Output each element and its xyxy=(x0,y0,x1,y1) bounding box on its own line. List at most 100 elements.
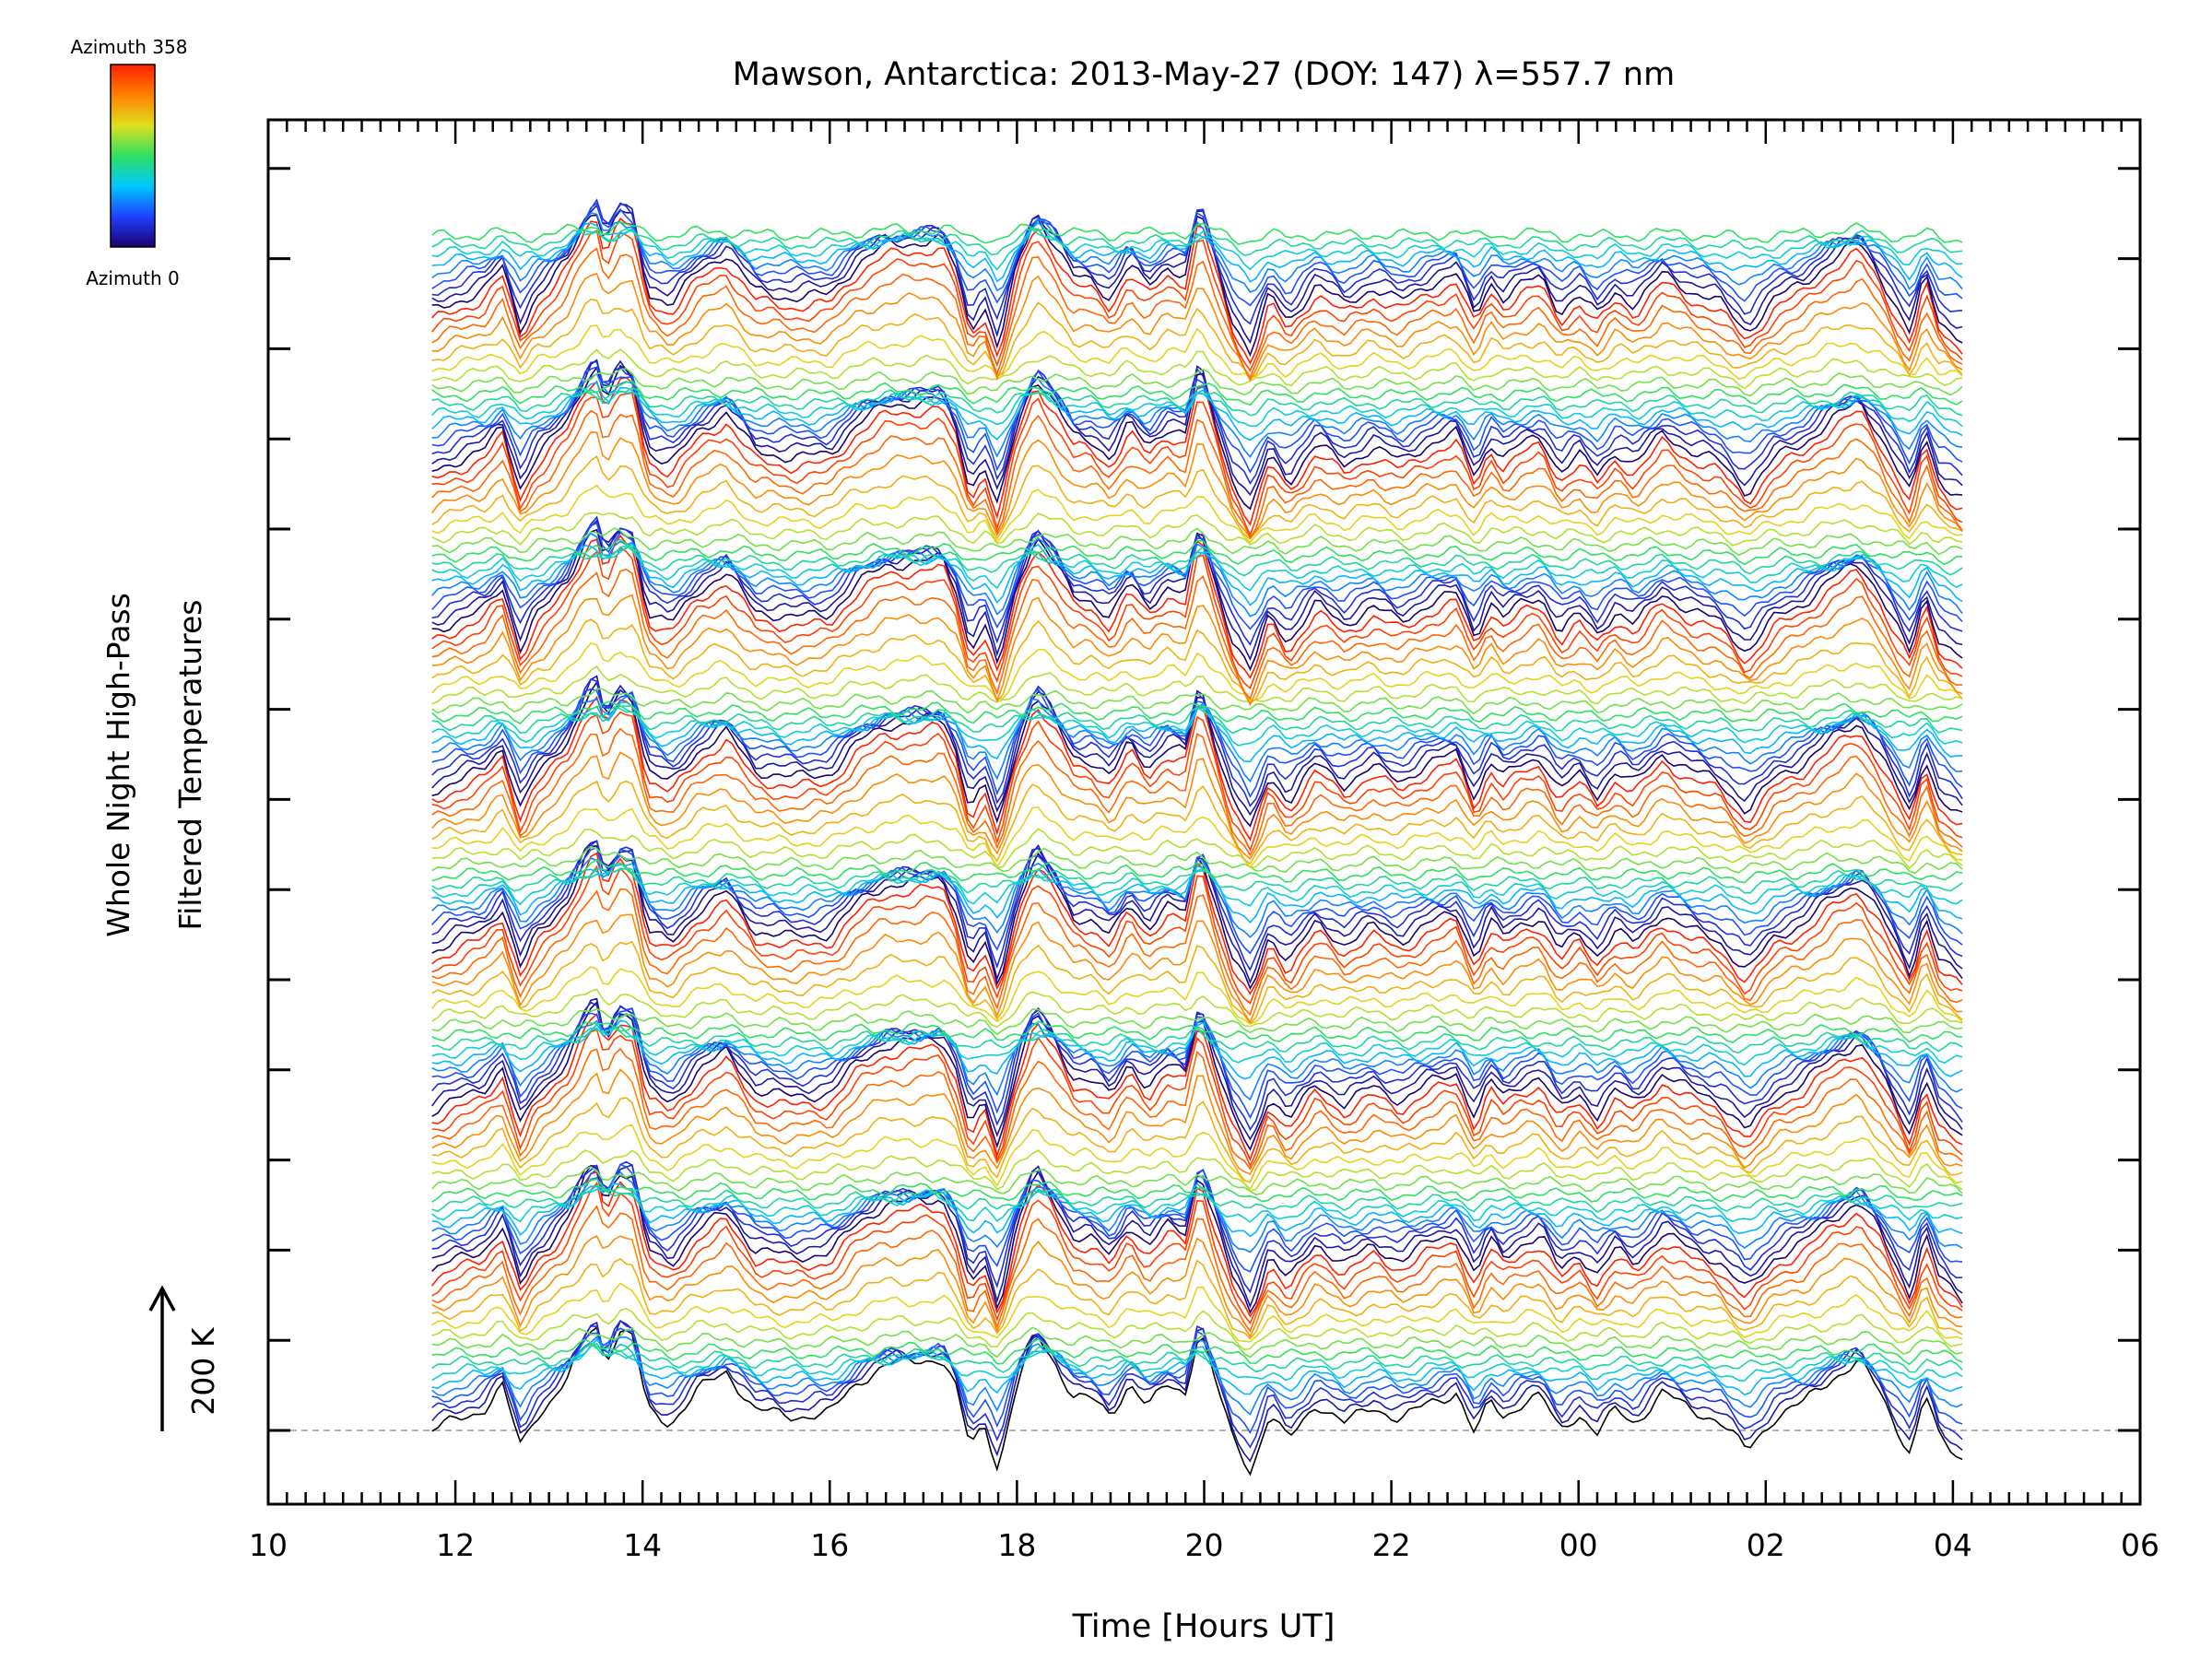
x-tick-label: 12 xyxy=(436,1527,475,1563)
series-line-22 xyxy=(431,1182,1963,1238)
series-line-32 xyxy=(431,1029,1963,1168)
series-line-80 xyxy=(431,618,1963,705)
series-line-31 xyxy=(431,1047,1963,1171)
series-line-100 xyxy=(431,392,1963,537)
series-line-38 xyxy=(431,1013,1963,1101)
series-line-94 xyxy=(431,527,1963,556)
colorbar-gradient xyxy=(110,64,156,248)
axis-ticks xyxy=(266,120,2142,1504)
series-line-99 xyxy=(431,409,1963,540)
x-tick-label: 10 xyxy=(249,1527,288,1563)
series-line-70 xyxy=(431,678,1963,807)
series-line-125 xyxy=(431,227,1963,271)
x-tick-label: 16 xyxy=(810,1527,849,1563)
series-line-87 xyxy=(431,515,1963,646)
series-line-104 xyxy=(431,360,1963,486)
series-line-62 xyxy=(431,806,1963,869)
series-line-45 xyxy=(431,966,1963,1025)
series-line-114 xyxy=(431,298,1963,381)
series-line-12 xyxy=(431,1258,1963,1340)
series-line-7 xyxy=(431,1343,1963,1373)
series-line-109 xyxy=(431,387,1963,417)
series-line-102 xyxy=(431,364,1963,511)
series-line-11 xyxy=(431,1282,1963,1343)
series-line-79 xyxy=(431,641,1963,701)
series-line-68 xyxy=(431,680,1963,828)
series-line-108 xyxy=(431,388,1963,428)
series-line-24 xyxy=(431,1184,1963,1213)
series-line-88 xyxy=(431,522,1963,630)
series-line-124 xyxy=(431,221,1963,283)
series-line-92 xyxy=(431,545,1963,577)
y-axis-label: Whole Night High-Pass Filtered Temperatu… xyxy=(100,593,208,937)
series-line-98 xyxy=(431,431,1963,539)
x-axis-label: Time [Hours UT] xyxy=(1072,1608,1335,1645)
series-line-3 xyxy=(431,1327,1963,1434)
series-line-36 xyxy=(431,1001,1963,1132)
series-line-46 xyxy=(431,940,1963,1026)
x-tick-label: 00 xyxy=(1559,1527,1598,1563)
x-tick-label: 22 xyxy=(1372,1527,1411,1563)
colorbar-top-label: Azimuth 358 xyxy=(71,36,188,58)
series-line-33 xyxy=(431,1012,1963,1161)
series-line-55 xyxy=(431,854,1963,938)
series-line-14 xyxy=(431,1205,1963,1333)
series-line-91 xyxy=(431,546,1963,592)
series-line-78 xyxy=(431,665,1963,705)
scale-indicator: 200 K xyxy=(148,1285,221,1431)
series-line-47 xyxy=(431,913,1963,1024)
x-tick-label: 14 xyxy=(623,1527,662,1563)
series-line-76 xyxy=(431,700,1963,724)
series-line-116 xyxy=(431,247,1963,380)
chart-title: Mawson, Antarctica: 2013-May-27 (DOY: 14… xyxy=(733,56,1675,93)
series-line-101 xyxy=(431,376,1963,526)
colorbar-bottom-label: Azimuth 0 xyxy=(86,267,180,289)
x-tick-label: 02 xyxy=(1747,1527,1785,1563)
series-line-64 xyxy=(431,751,1963,860)
series-line-20 xyxy=(431,1163,1963,1273)
x-tick-labels: 10 12 14 16 18 20 22 00 02 04 06 xyxy=(249,1527,2159,1563)
scale-arrow-head xyxy=(148,1285,176,1312)
series-line-59 xyxy=(431,858,1963,884)
series-line-75 xyxy=(431,706,1963,735)
series-line-17 xyxy=(431,1164,1963,1314)
series-line-77 xyxy=(431,688,1963,715)
series-line-0 xyxy=(431,1325,1963,1477)
series-line-106 xyxy=(431,372,1963,459)
y-label-line1: Whole Night High-Pass xyxy=(100,593,136,937)
series-line-86 xyxy=(431,519,1963,662)
series-line-96 xyxy=(431,484,1963,544)
series-line-54 xyxy=(431,846,1963,955)
series-line-10 xyxy=(431,1307,1963,1351)
series-line-111 xyxy=(431,367,1963,397)
series-line-13 xyxy=(431,1235,1963,1338)
series-group xyxy=(431,198,1963,1477)
series-line-15 xyxy=(431,1181,1963,1325)
series-line-2 xyxy=(431,1319,1963,1449)
series-line-57 xyxy=(431,867,1963,907)
series-line-103 xyxy=(431,359,1963,497)
series-line-66 xyxy=(431,711,1963,853)
series-line-119 xyxy=(431,209,1963,358)
series-line-122 xyxy=(431,202,1963,307)
series-line-112 xyxy=(431,348,1963,390)
series-line-63 xyxy=(431,780,1963,865)
series-line-115 xyxy=(431,273,1963,382)
series-line-121 xyxy=(431,198,1963,325)
series-line-95 xyxy=(431,512,1963,547)
series-line-110 xyxy=(431,380,1963,406)
x-tick-label: 04 xyxy=(1934,1527,1972,1563)
series-line-8 xyxy=(431,1337,1963,1366)
series-line-30 xyxy=(431,1068,1963,1175)
series-line-23 xyxy=(431,1188,1963,1223)
series-line-39 xyxy=(431,1019,1963,1080)
series-line-58 xyxy=(431,867,1963,894)
series-line-82 xyxy=(431,568,1963,700)
series-line-89 xyxy=(431,532,1963,618)
scale-label: 200 K xyxy=(185,1326,221,1415)
y-label-line2: Filtered Temperatures xyxy=(172,600,208,931)
series-line-127 xyxy=(431,220,1963,245)
series-line-49 xyxy=(431,865,1963,1005)
x-tick-label: 06 xyxy=(2121,1527,2159,1563)
